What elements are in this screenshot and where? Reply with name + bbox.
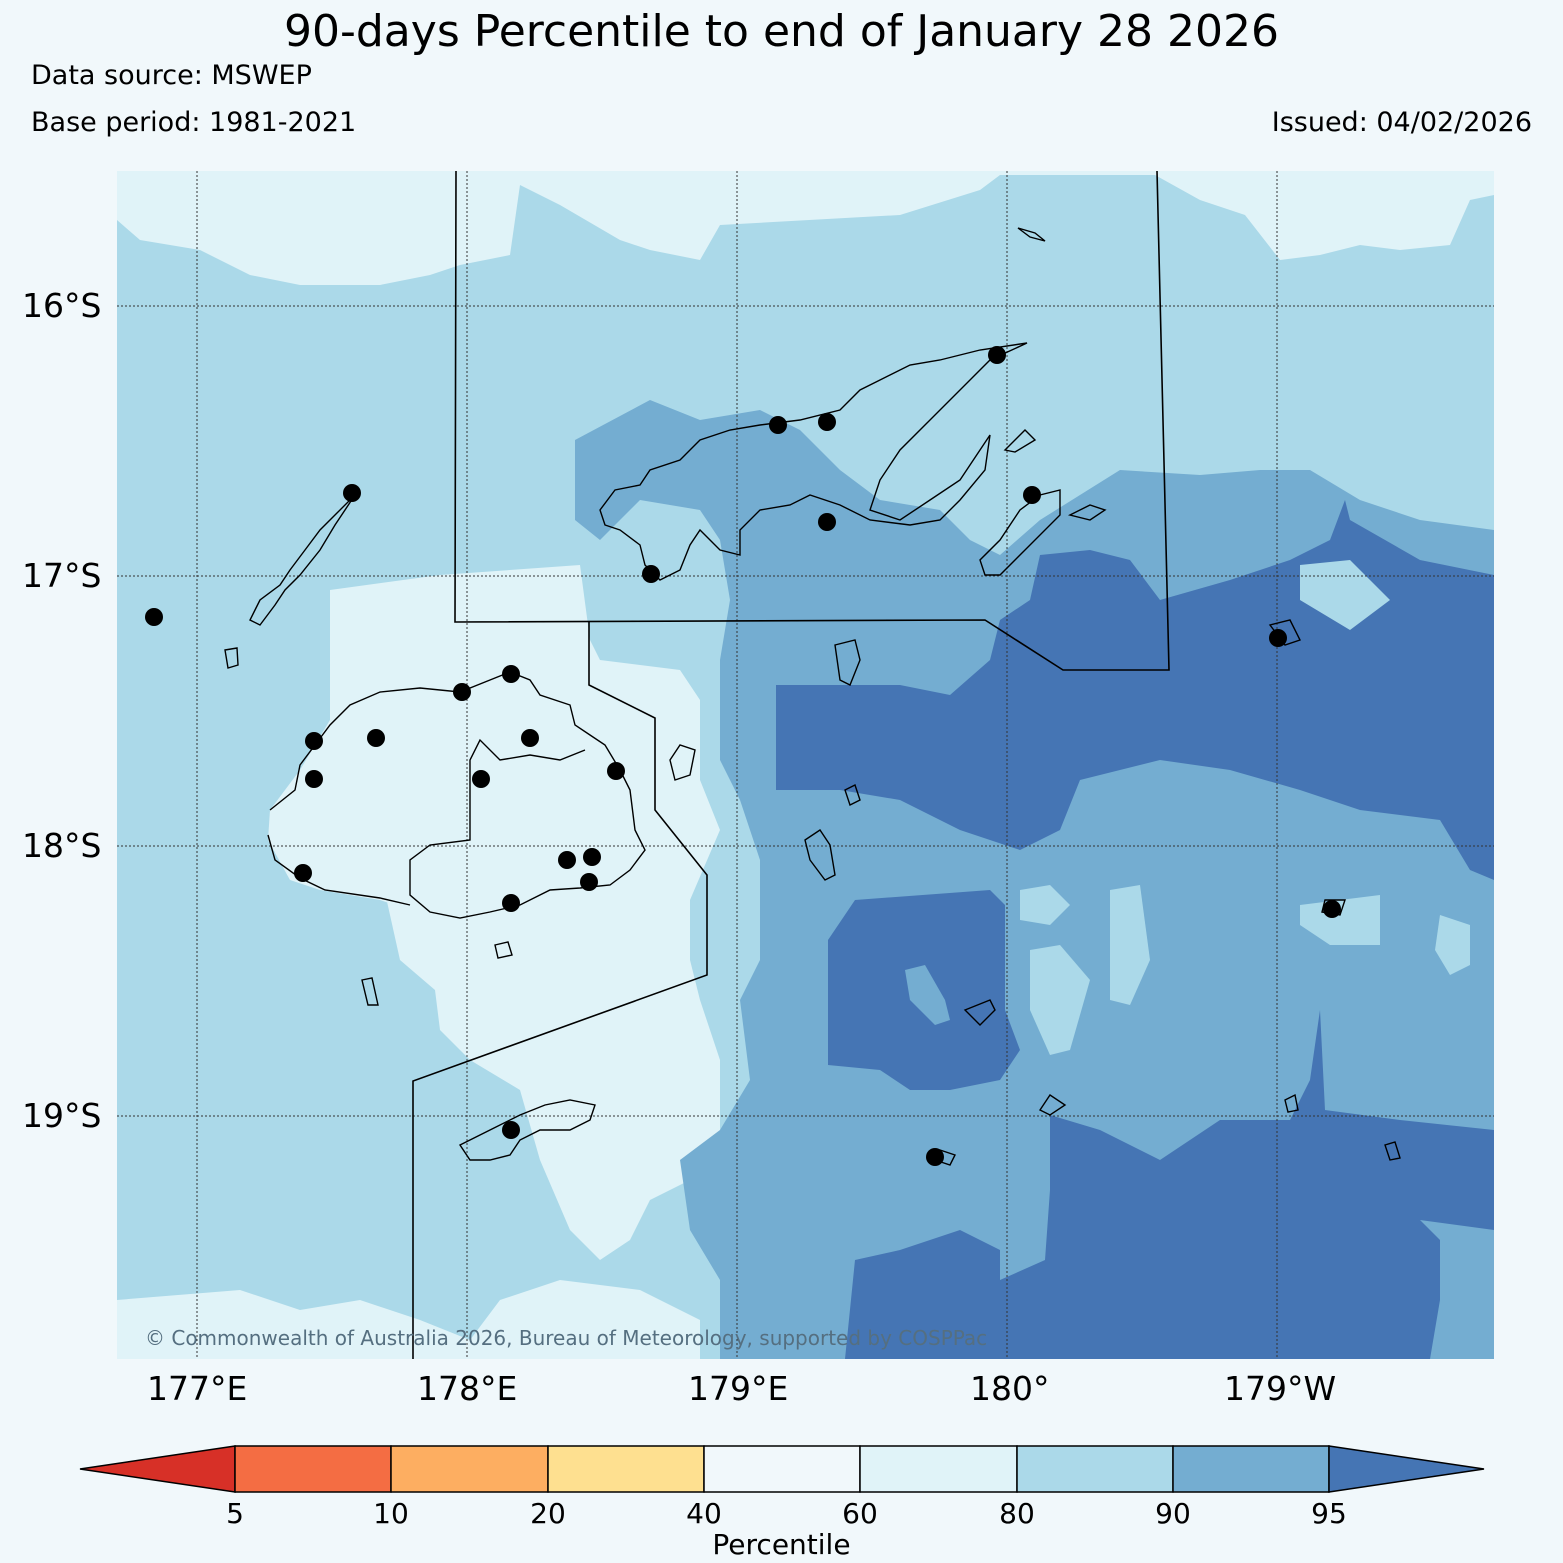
lat-tick-label: 18°S (22, 826, 102, 865)
station-dot (343, 484, 361, 502)
band-95-southeast (845, 1010, 1494, 1359)
station-dot (294, 864, 312, 882)
colorbar-segment (1172, 1445, 1330, 1493)
station-dot (521, 729, 539, 747)
station-dot (1323, 900, 1341, 918)
island-vatulele (361, 977, 379, 1006)
colorbar-tick-label: 90 (1155, 1497, 1191, 1530)
colorbar-tick-label: 20 (530, 1497, 566, 1530)
station-dot (453, 683, 471, 701)
colorbar (79, 1445, 1485, 1493)
band-80-90-patch-6 (1020, 885, 1070, 925)
coastlines (224, 227, 1401, 1166)
island-qamea (1067, 504, 1107, 521)
lat-tick-label: 17°S (22, 556, 102, 595)
island-moala (963, 999, 996, 1026)
colorbar-tick-label: 60 (842, 1497, 878, 1530)
lat-tick-label: 19°S (22, 1096, 102, 1135)
copyright-notice: © Commonwealth of Australia 2026, Bureau… (145, 1326, 987, 1350)
station-dot (583, 848, 601, 866)
band-60-80-north (117, 171, 1494, 285)
colorbar-title: Percentile (712, 1528, 851, 1561)
station-dot (607, 762, 625, 780)
lon-tick-label: 179°W (1224, 1369, 1337, 1408)
band-60-80-southwest (117, 1280, 700, 1359)
map-title: 90-days Percentile to end of January 28 … (284, 6, 1279, 57)
colorbar-tick-label: 80 (999, 1497, 1035, 1530)
station-dot (926, 1148, 944, 1166)
colorbar-segment (234, 1445, 392, 1493)
colorbar-tick-label: 5 (226, 1497, 244, 1530)
colorbar-extend-low (79, 1445, 236, 1493)
base-period-label: Base period: 1981-2021 (31, 107, 357, 138)
island-koro (804, 829, 836, 881)
station-dot (305, 770, 323, 788)
station-dot (502, 1121, 520, 1139)
colorbar-extend-high (1328, 1445, 1485, 1493)
station-markers (145, 346, 1341, 1166)
island-beqa (494, 941, 513, 959)
lon-tick-label: 179°E (688, 1369, 789, 1408)
band-80-90-patch-1 (1300, 895, 1380, 945)
island-south-a (1284, 1093, 1299, 1113)
boundary-lines (412, 170, 1170, 1359)
colorbar-tick-label: 10 (373, 1497, 409, 1530)
viti-levu-fill (268, 670, 650, 920)
data-source-label: Data source: MSWEP (31, 60, 312, 91)
colorbar-tick-label: 40 (686, 1497, 722, 1530)
colorbar-segment (703, 1445, 861, 1493)
yasawa-chain (249, 494, 356, 626)
station-dot (367, 729, 385, 747)
colorbar-tick-label: 95 (1311, 1497, 1347, 1530)
island-gau (834, 639, 861, 686)
station-dot (502, 894, 520, 912)
station-dot (642, 565, 660, 583)
station-dot (1269, 629, 1287, 647)
lat-tick-label: 16°S (22, 286, 102, 325)
colorbar-segment (859, 1445, 1018, 1493)
island-north (1017, 227, 1046, 242)
station-dot (305, 732, 323, 750)
island-ovalau (669, 744, 696, 781)
colorbar-segment (547, 1445, 705, 1493)
colorbar-segment (1016, 1445, 1174, 1493)
band-90-95-hole (905, 965, 950, 1025)
band-80-90-patch-3 (1110, 885, 1150, 1005)
island-ono (1321, 899, 1346, 916)
station-dot (502, 665, 520, 683)
viti-levu-coast (269, 671, 646, 919)
gridlines (117, 171, 1494, 1359)
viti-levu-coast-south (267, 834, 411, 906)
island-mamanuca (224, 647, 239, 669)
island-rabi (1003, 429, 1037, 453)
station-dot (1023, 486, 1041, 504)
lon-tick-label: 178°E (417, 1369, 518, 1408)
station-dot (472, 770, 490, 788)
station-dot (769, 416, 787, 434)
island-matuku (1038, 1094, 1067, 1116)
island-ngau-small (844, 784, 861, 806)
station-dot (580, 873, 598, 891)
vanua-levu-coast (599, 342, 1028, 581)
station-dot (818, 513, 836, 531)
station-dot (558, 851, 576, 869)
island-south-b (1384, 1141, 1401, 1161)
band-80-90-patch-4 (1300, 560, 1390, 630)
lon-tick-label: 180° (970, 1369, 1050, 1408)
station-dot (145, 608, 163, 626)
colorbar-segment (390, 1445, 549, 1493)
band-80-90-patch-5 (1435, 915, 1470, 975)
issued-date-label: Issued: 04/02/2026 (1271, 107, 1532, 138)
band-80-90-patch-2 (1030, 945, 1090, 1055)
station-dot (818, 413, 836, 431)
lon-tick-label: 177°E (147, 1369, 248, 1408)
kadavu-coast (458, 1099, 596, 1161)
station-dot (988, 346, 1006, 364)
